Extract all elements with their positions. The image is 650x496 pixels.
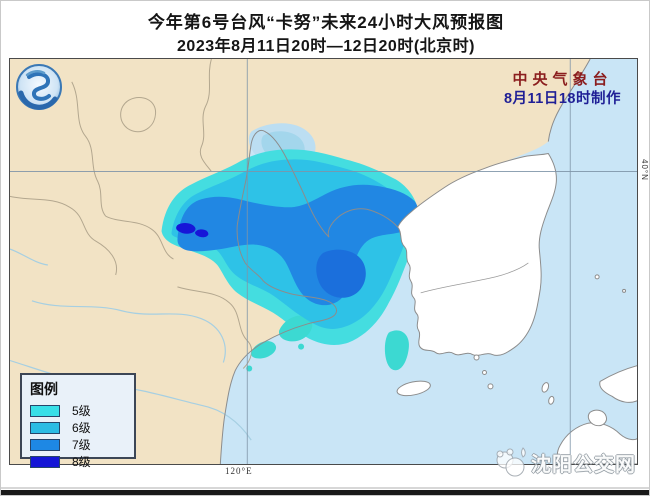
footer-divider <box>1 487 649 489</box>
watermark-text: 沈阳公交网 <box>531 453 636 476</box>
legend-label: 8级 <box>72 455 91 469</box>
legend-label: 6级 <box>72 421 91 435</box>
grid-lines <box>10 59 637 464</box>
cma-logo-icon <box>16 64 62 110</box>
korea-peninsula <box>397 152 557 356</box>
coastline <box>219 59 591 464</box>
legend-swatch-6 <box>30 421 60 434</box>
map-subtitle: 2023年8月11日20时—12日20时(北京时) <box>177 38 475 55</box>
agency-name: 中央气象台 <box>512 71 613 88</box>
map-title: 今年第6号台风“卡努”未来24小时大风预报图 <box>147 13 505 32</box>
issue-time: 8月11日18时制作 <box>503 90 621 107</box>
legend-label: 7级 <box>72 438 91 452</box>
wind-area-level7 <box>177 184 419 306</box>
legend-row: 5级 <box>30 402 134 419</box>
latitude-label: 40°N <box>640 159 649 181</box>
wind-area-level7-core <box>316 249 366 298</box>
legend-swatch-8 <box>30 455 60 468</box>
legend-row: 6级 <box>30 419 134 436</box>
legend: 图例 5级 6级 7级 8级 <box>20 373 136 469</box>
legend-label: 5级 <box>72 404 91 418</box>
legend-swatch-5 <box>30 404 60 417</box>
legend-swatch-7 <box>30 438 60 451</box>
longitude-label: 120°E <box>225 466 253 476</box>
province-borders <box>10 59 253 369</box>
islands <box>396 274 627 405</box>
credit-block: 中央气象台 8月11日18时制作 <box>504 71 621 108</box>
bottom-strip <box>1 490 649 495</box>
wind-area-level8 <box>176 223 209 238</box>
legend-row: 8级 <box>30 453 134 470</box>
japan <box>556 365 637 464</box>
map-frame: 中央气象台 8月11日18时制作 图例 5级 6级 7级 8级 <box>9 58 638 469</box>
legend-row: 7级 <box>30 436 134 453</box>
watermark: 沈阳公交网 <box>493 444 636 480</box>
forecast-map <box>10 59 637 464</box>
legend-title: 图例 <box>30 381 58 397</box>
watermark-logo-icon <box>496 447 526 477</box>
dmz-line <box>420 262 529 294</box>
